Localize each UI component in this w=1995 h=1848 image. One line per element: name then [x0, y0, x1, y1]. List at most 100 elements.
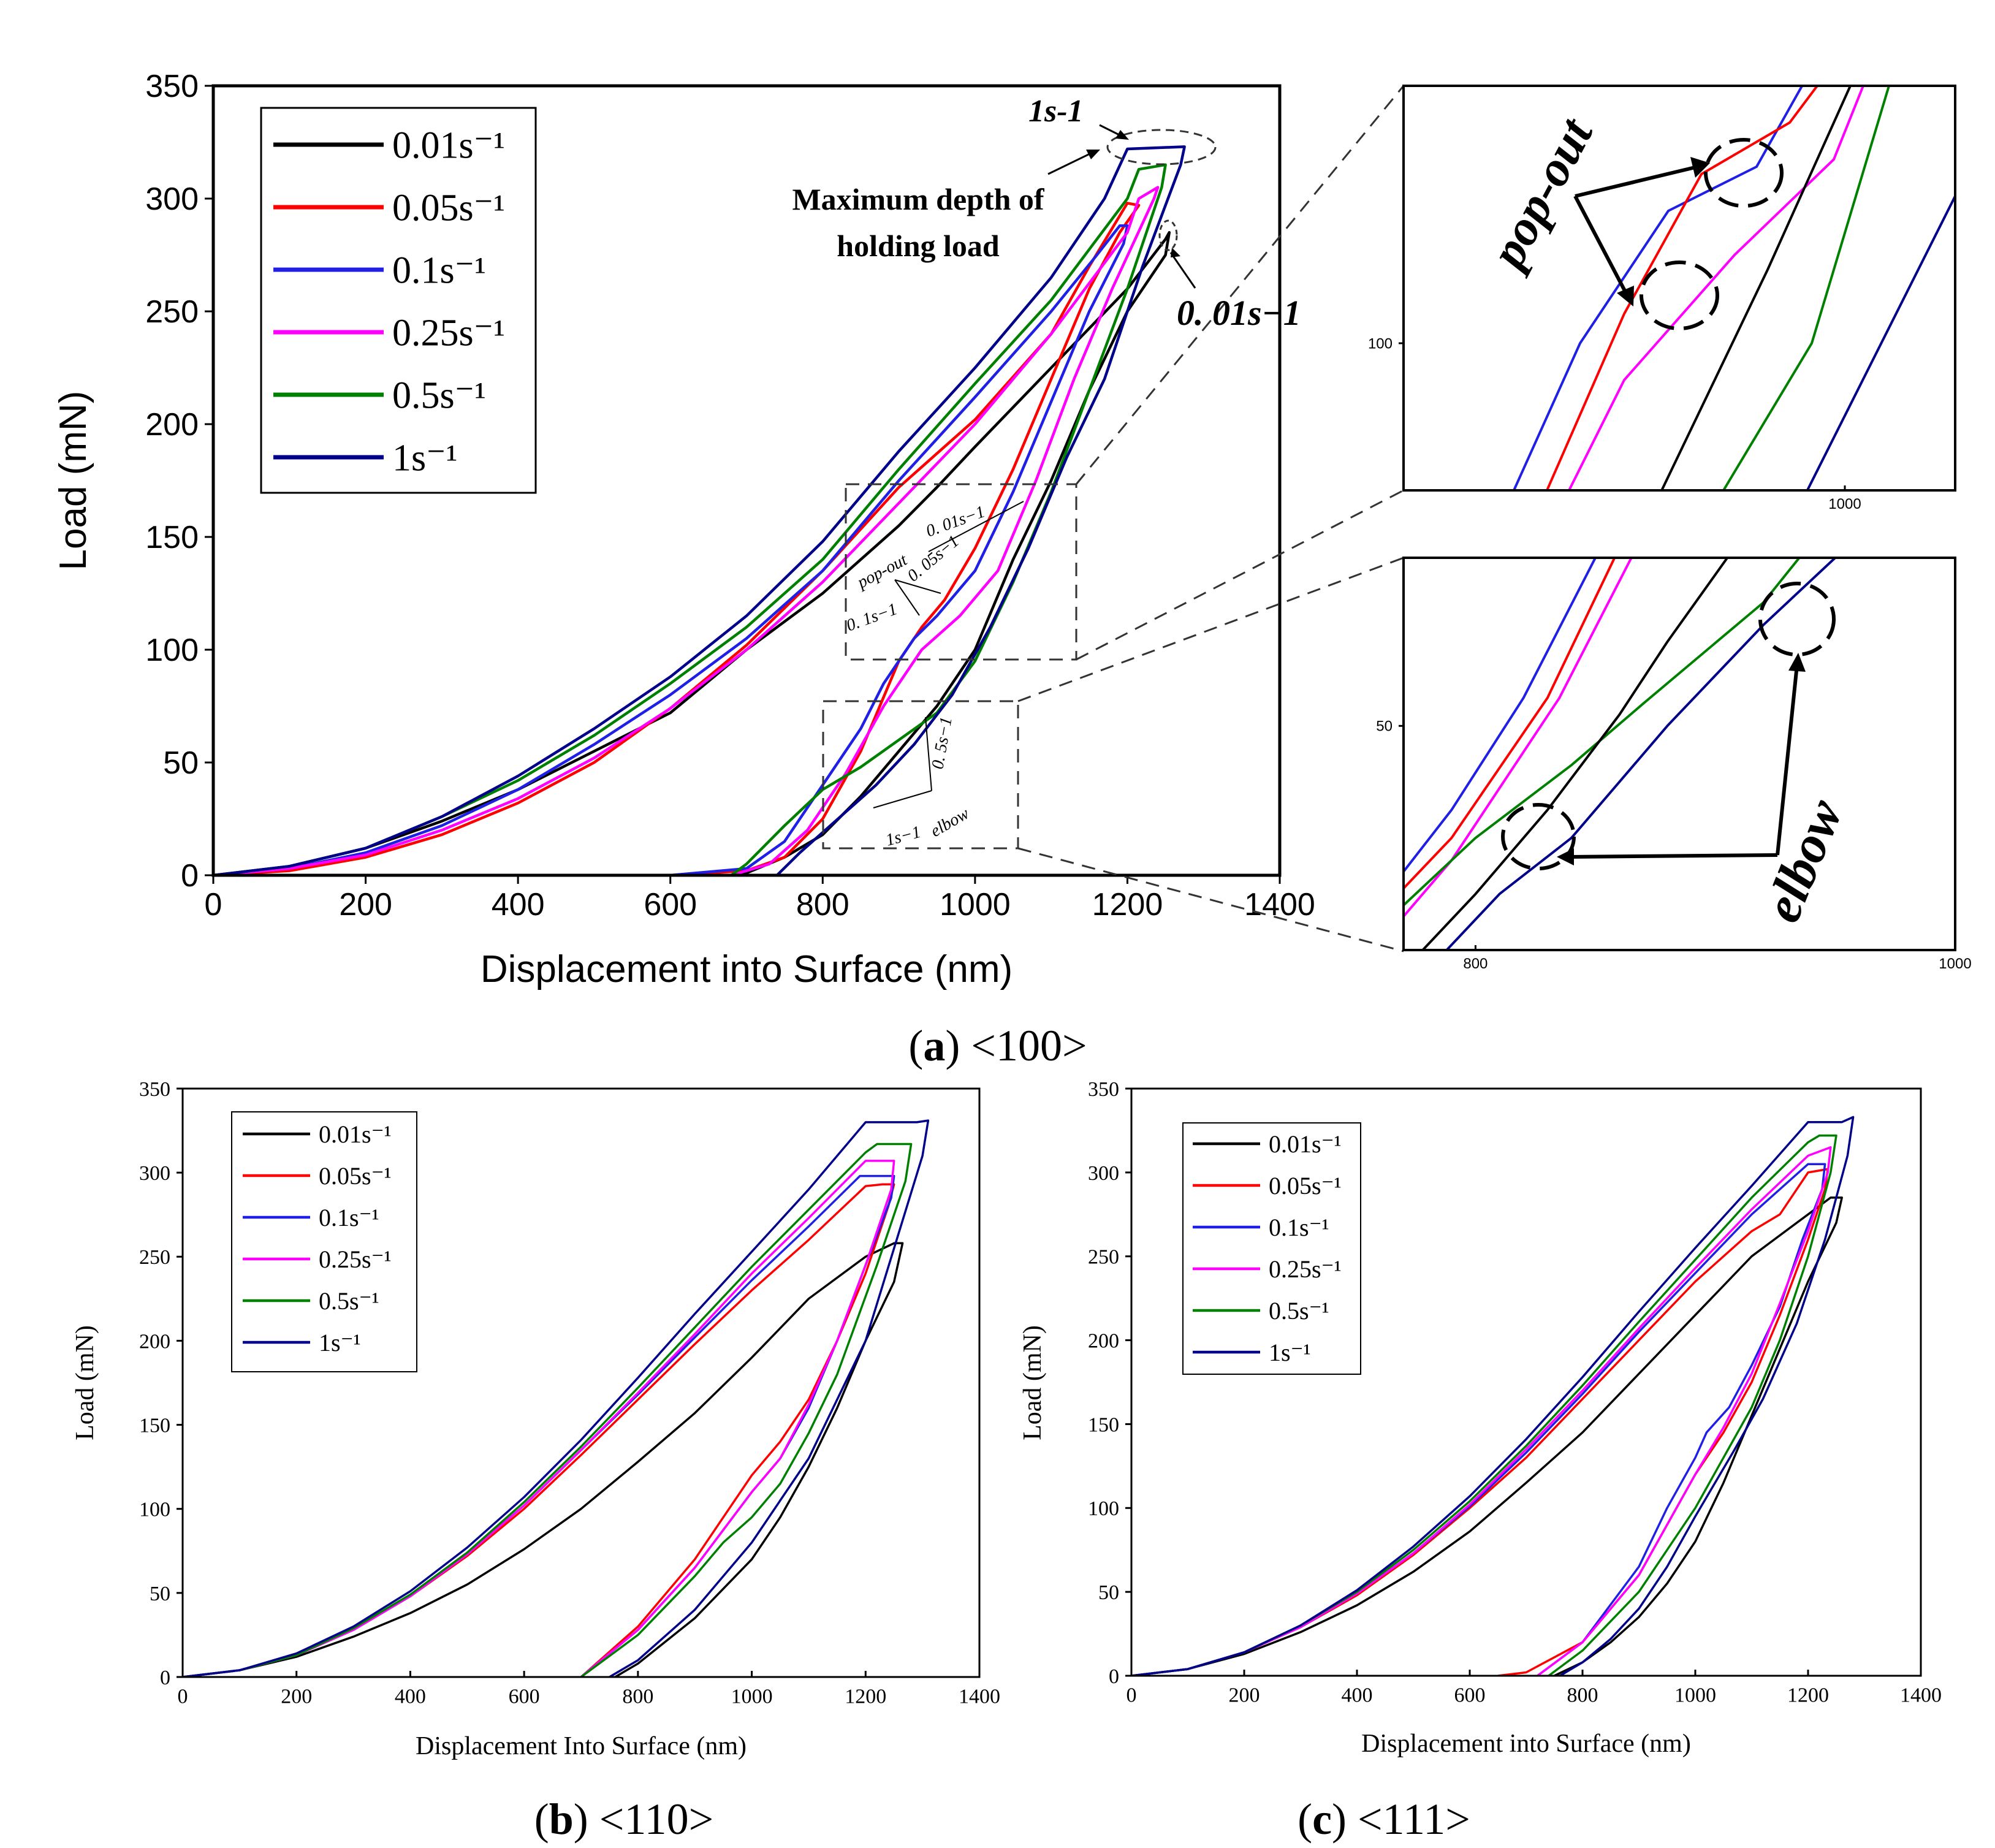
b-xtick-label: 1200 [845, 1686, 886, 1708]
b-ytick-label: 50 [150, 1583, 170, 1605]
a-series-s001 [213, 230, 1171, 875]
zoom-box-top [845, 483, 1077, 661]
zt-series-s005 [1546, 86, 1819, 490]
zt-series-s001 [1660, 86, 1852, 490]
b-legend-label-s01: 0.1s⁻¹ [319, 1204, 379, 1231]
panel-c-legend: 0.01s⁻¹ 0.05s⁻¹ 0.1s⁻¹ 0.25s⁻¹ 0.5s⁻¹ 1s⁻¹ [1182, 1122, 1361, 1375]
b-ytick-label: 0 [160, 1667, 170, 1689]
c-ytick-label: 50 [1098, 1581, 1119, 1604]
c-legend-label-s001: 0.01s⁻¹ [1269, 1130, 1342, 1158]
caption-c: (c) <111> [1298, 1795, 1470, 1844]
zb-xtick-label: 1000 [1939, 956, 1971, 972]
c-ytick-label: 200 [1088, 1329, 1119, 1352]
caption-a: (a) <100> [908, 1021, 1087, 1070]
c-xtick-label: 200 [1229, 1684, 1260, 1707]
b-ytick-label: 300 [139, 1162, 170, 1185]
zoom-box-bottom [822, 700, 1019, 850]
panel-b-legend: 0.01s⁻¹ 0.05s⁻¹ 0.1s⁻¹ 0.25s⁻¹ 0.5s⁻¹ 1s⁻¹ [231, 1111, 417, 1372]
c-legend-label-s1: 1s⁻¹ [1269, 1339, 1311, 1366]
a-xtick-label: 800 [796, 887, 849, 922]
c-ytick-label: 350 [1088, 1078, 1119, 1101]
c-series-s05 [1131, 1134, 1837, 1676]
b-series-s05 [183, 1143, 913, 1677]
a-xtick-label: 600 [644, 887, 697, 922]
zb-series-s025 [1404, 558, 1633, 918]
b-ytick-label: 100 [139, 1499, 170, 1521]
zb-series-s001 [1421, 558, 1728, 950]
a-xtick-label: 400 [492, 887, 545, 922]
a-series-s01 [213, 224, 1129, 875]
c-series-s1 [1131, 1116, 1855, 1676]
panel-c: 0 200 400 600 800 1000 1200 1400 0 50 100 150 200 250… [1019, 1078, 1942, 1758]
b-legend-label-s005: 0.05s⁻¹ [319, 1162, 392, 1190]
b-series-s1 [183, 1119, 930, 1677]
a-xtick-label: 200 [339, 887, 392, 922]
a-xtick-label: 1000 [940, 887, 1011, 922]
panel-b-xlabel: Displacement Into Surface (nm) [416, 1732, 747, 1760]
zb-series-s01 [1404, 558, 1597, 873]
b-xtick-label: 1000 [731, 1686, 773, 1708]
zb-ytick-label: 50 [1376, 718, 1393, 735]
b-legend-label-s05: 0.5s⁻¹ [319, 1287, 379, 1315]
b-legend-label-s025: 0.25s⁻¹ [319, 1245, 392, 1273]
panel-c-series [1131, 1116, 1855, 1676]
a-ytick-label: 250 [145, 294, 199, 330]
label-max-depth-1: Maximum depth of [792, 182, 1044, 216]
c-ytick-label: 0 [1109, 1665, 1119, 1688]
a-ytick-label: 300 [145, 181, 199, 217]
a-ytick-label: 0 [181, 858, 199, 894]
c-xtick-label: 600 [1454, 1684, 1486, 1707]
zt-series-s025 [1568, 86, 1865, 490]
a-ytick-label: 200 [145, 407, 199, 443]
c-ytick-label: 300 [1088, 1162, 1119, 1185]
zb-xtick-label: 800 [1463, 956, 1488, 972]
a-legend-label-s005: 0.05s⁻¹ [392, 188, 505, 229]
c-ytick-label: 250 [1088, 1246, 1119, 1269]
a-legend-label-s1: 1s⁻¹ [392, 438, 457, 479]
panel-c-xlabel: Displacement into Surface (nm) [1361, 1730, 1691, 1758]
panel-a-xlabel: Displacement into Surface (nm) [481, 948, 1013, 991]
b-legend-label-s001: 0.01s⁻¹ [319, 1120, 392, 1148]
zb-series-s005 [1404, 558, 1616, 889]
b-xtick-label: 800 [622, 1686, 653, 1708]
c-xtick-label: 0 [1127, 1684, 1137, 1707]
a-legend-label-s01: 0.1s⁻¹ [392, 250, 486, 292]
label-max-depth-2: holding load [837, 229, 1000, 263]
a-legend-label-s001: 0.01s⁻¹ [392, 125, 505, 167]
panel-c-ylabel: Load (mN) [1019, 1325, 1047, 1440]
a-ytick-label: 350 [145, 69, 199, 104]
panel-b: 0 200 400 600 800 1000 1200 1400 0 50 100 150 200 250… [71, 1078, 1000, 1760]
a-xtick-label: 1200 [1092, 887, 1163, 922]
a-legend-label-s025: 0.25s⁻¹ [392, 313, 505, 354]
b-ytick-label: 250 [139, 1246, 170, 1269]
b-legend-label-s1: 1s⁻¹ [319, 1329, 361, 1356]
panel-a-frame [211, 84, 1282, 877]
c-xtick-label: 1000 [1674, 1684, 1716, 1707]
label-rate-001: 0. 01s−1 [1177, 293, 1301, 333]
c-legend-label-s005: 0.05s⁻¹ [1269, 1172, 1342, 1200]
zt-series-s01 [1513, 86, 1804, 490]
b-ytick-label: 200 [139, 1330, 170, 1353]
a-series-s05 [213, 163, 1167, 875]
rate-001-ellipse [1158, 219, 1178, 251]
panel-a-ylabel: Load (mN) [52, 391, 94, 571]
a-legend-label-s05: 0.5s⁻¹ [392, 375, 486, 417]
c-ytick-label: 100 [1088, 1497, 1119, 1520]
zt-series-s1 [1806, 196, 1955, 490]
b-xtick-label: 200 [281, 1686, 312, 1708]
a-xtick-label: 0 [205, 887, 222, 922]
c-series-s025 [1131, 1146, 1832, 1676]
b-xtick-label: 1400 [959, 1686, 1000, 1708]
c-xtick-label: 1400 [1900, 1684, 1942, 1707]
b-ytick-label: 350 [139, 1078, 170, 1101]
a-xtick-label: 1400 [1244, 887, 1315, 922]
zt-xtick-label: 1000 [1828, 496, 1861, 512]
b-xtick-label: 600 [509, 1686, 540, 1708]
c-legend-label-s025: 0.25s⁻¹ [1269, 1255, 1342, 1283]
panel-a-legend: 0.01s⁻¹ 0.05s⁻¹ 0.1s⁻¹ 0.25s⁻¹ 0.5s⁻¹ 1s⁻¹ [260, 107, 537, 494]
c-legend-label-s05: 0.5s⁻¹ [1269, 1297, 1329, 1325]
label-1s: 1s-1 [1028, 94, 1084, 129]
panel-b-series [183, 1119, 930, 1677]
b-series-s001 [183, 1242, 904, 1677]
